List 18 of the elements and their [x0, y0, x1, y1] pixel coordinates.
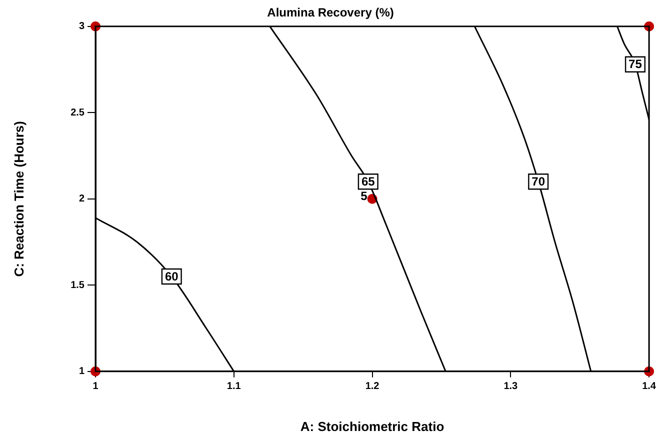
y-tick-label: 1	[78, 366, 85, 378]
x-tick-label: 1.3	[504, 381, 518, 392]
series-label: 60	[164, 269, 179, 284]
series-label: 70	[532, 174, 546, 188]
x-tick-label: 1.2	[365, 381, 380, 392]
y-tick-label: 2.5	[70, 107, 85, 118]
x-axis-title: A: Stoichiometric Ratio	[300, 418, 444, 434]
series-label: 75	[628, 57, 642, 72]
x-tick-label: 1	[92, 381, 99, 392]
chart-title: Alumina Recovery (%)	[267, 6, 394, 20]
y-tick-label: 2	[78, 194, 85, 205]
annotation: 5	[360, 189, 368, 204]
y-axis-title: C: Reaction Time (Hours)	[11, 121, 26, 277]
x-tick-label: 1.4	[642, 381, 656, 392]
y-tick-label: 1.5	[70, 280, 85, 291]
x-tick-label: 1.1	[226, 381, 242, 392]
y-tick-label: 3	[78, 21, 85, 32]
series-label: 65	[361, 174, 376, 188]
